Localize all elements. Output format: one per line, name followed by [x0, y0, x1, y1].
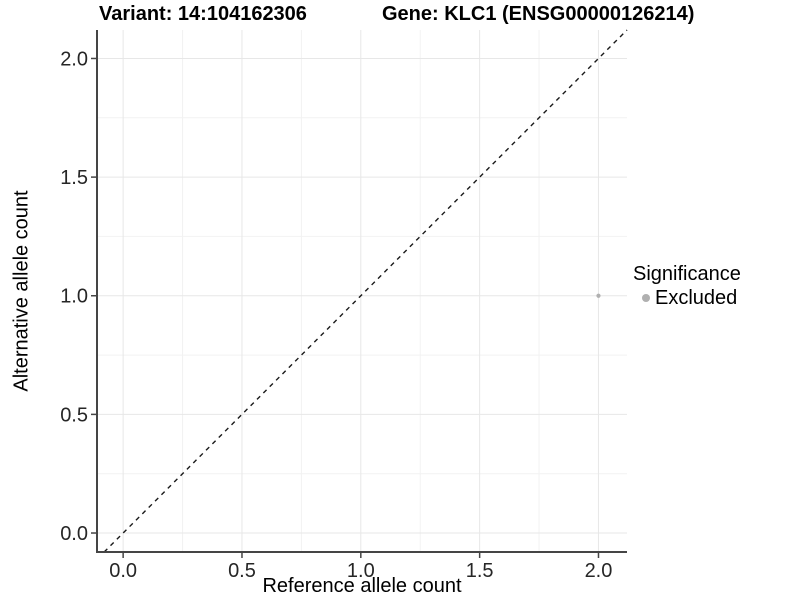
plot-title-variant: Variant: 14:104162306: [99, 3, 307, 25]
x-tick-label: 2.0: [585, 560, 613, 582]
y-tick-label: 1.5: [60, 167, 88, 189]
x-axis-title: Reference allele count: [262, 575, 462, 597]
plot-title-gene: Gene: KLC1 (ENSG00000126214): [382, 3, 695, 25]
y-tick-label: 0.5: [60, 404, 88, 426]
legend-entry-excluded: Excluded: [633, 286, 741, 310]
legend: Significance Excluded: [633, 262, 741, 310]
x-tick-label: 1.5: [466, 560, 494, 582]
y-tick-label: 1.0: [60, 286, 88, 308]
y-tick-label: 0.0: [60, 523, 88, 545]
legend-title: Significance: [633, 263, 741, 285]
x-tick-label: 1.0: [347, 560, 375, 582]
x-tick-label: 0.5: [228, 560, 256, 582]
identity-line: [103, 29, 628, 553]
legend-point-icon: [642, 294, 650, 302]
y-tick-label: 2.0: [60, 48, 88, 70]
x-tick-label: 0.0: [109, 560, 137, 582]
data-point: [596, 293, 601, 298]
legend-entry-label: Excluded: [655, 286, 738, 309]
